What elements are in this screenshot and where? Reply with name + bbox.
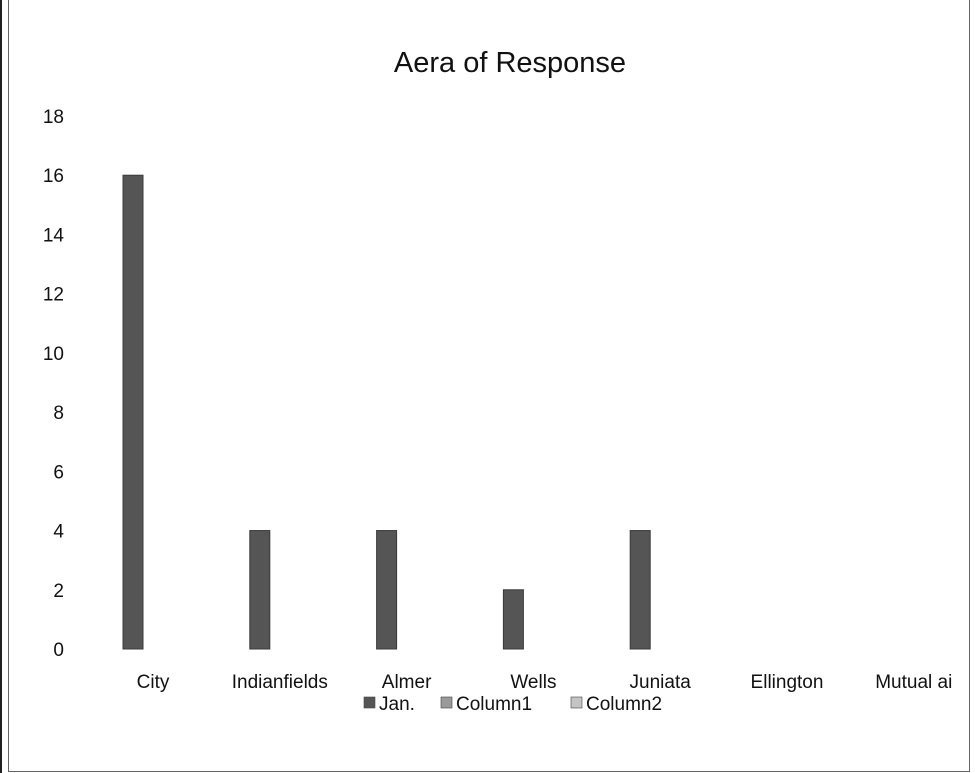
legend-swatch: [440, 696, 453, 709]
legend-label: Jan.: [379, 694, 415, 715]
y-tick-label: 8: [53, 403, 64, 424]
legend-swatch: [363, 696, 376, 709]
page-edge-rule: [0, 0, 2, 773]
chart-title: Aera of Response: [394, 47, 626, 79]
y-axis-ticks: 0 2 4 6 8 10 12 14 16 18: [43, 107, 65, 661]
bar-jan-4: [629, 530, 651, 650]
y-tick-label: 16: [43, 166, 64, 187]
legend-label: Column2: [586, 694, 662, 715]
bar-jan-3: [502, 589, 524, 650]
x-category-label: Mutual ai: [875, 672, 952, 693]
x-category-label: Wells: [510, 672, 556, 693]
x-category-label: City: [137, 672, 170, 693]
x-category-label: Indianfields: [232, 672, 328, 693]
x-category-label: Juniata: [630, 672, 692, 693]
y-tick-label: 4: [53, 522, 64, 543]
y-tick-label: 6: [53, 462, 64, 483]
y-tick-label: 18: [43, 107, 64, 128]
x-axis-categories: City Indianfields Almer Wells Juniata Ellingt…: [137, 672, 953, 693]
x-category-label: Almer: [382, 672, 432, 693]
y-tick-label: 14: [43, 225, 65, 246]
bar-jan-2: [376, 530, 398, 650]
x-category-label: Ellington: [751, 672, 824, 693]
y-tick-label: 0: [53, 640, 64, 661]
bars: [122, 174, 651, 650]
chart-frame: [8, 0, 970, 772]
legend-swatch: [570, 696, 583, 709]
y-tick-label: 10: [43, 344, 64, 365]
y-tick-label: 12: [43, 285, 64, 306]
y-tick-label: 2: [53, 581, 64, 602]
legend: Jan. Column1 Column2: [363, 694, 662, 715]
bar-jan-1: [249, 530, 271, 650]
bar-jan-0: [122, 174, 144, 650]
legend-label: Column1: [456, 694, 532, 715]
